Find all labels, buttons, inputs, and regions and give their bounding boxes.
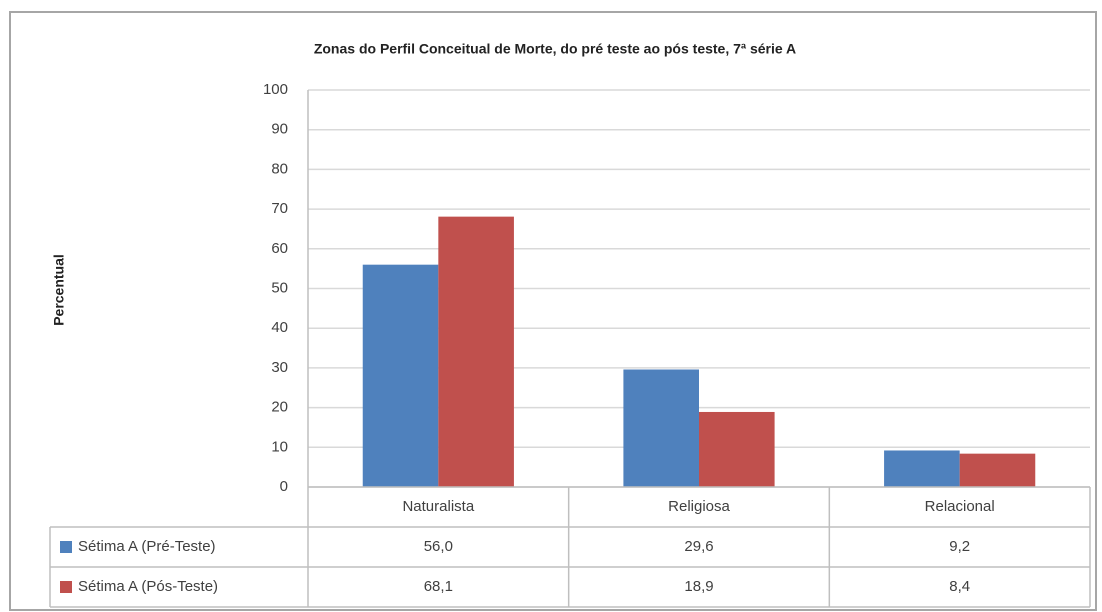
legend-label: Sétima A (Pré-Teste) [78, 538, 216, 555]
bar [623, 369, 699, 487]
legend-swatch [60, 581, 72, 593]
table-value: 18,9 [684, 578, 713, 595]
table-value: 8,4 [949, 578, 970, 595]
table-value: 56,0 [424, 538, 453, 555]
y-tick-label: 70 [271, 200, 288, 217]
y-tick-label: 30 [271, 359, 288, 376]
x-tick-label: Naturalista [402, 498, 474, 515]
y-tick-label: 40 [271, 319, 288, 336]
y-tick-label: 0 [280, 478, 288, 495]
y-tick-label: 90 [271, 121, 288, 138]
y-tick-label: 100 [263, 81, 288, 98]
y-axis-label: Percentual [51, 254, 67, 326]
y-tick-label: 20 [271, 399, 288, 416]
chart-title: Zonas do Perfil Conceitual de Morte, do … [314, 41, 796, 57]
bar [884, 450, 960, 487]
table-value: 29,6 [684, 538, 713, 555]
table-value: 68,1 [424, 578, 453, 595]
y-tick-label: 10 [271, 438, 288, 455]
legend-label: Sétima A (Pós-Teste) [78, 578, 218, 595]
x-tick-label: Relacional [925, 498, 995, 515]
bar [362, 264, 439, 487]
bar [959, 453, 1036, 487]
chart-frame [9, 11, 1097, 611]
x-tick-label: Religiosa [668, 498, 730, 515]
legend-swatch [60, 541, 72, 553]
y-tick-label: 80 [271, 160, 288, 177]
bar [699, 411, 775, 487]
y-tick-label: 60 [271, 240, 288, 257]
bar [438, 216, 514, 487]
y-tick-label: 50 [271, 279, 288, 296]
table-value: 9,2 [949, 538, 970, 555]
